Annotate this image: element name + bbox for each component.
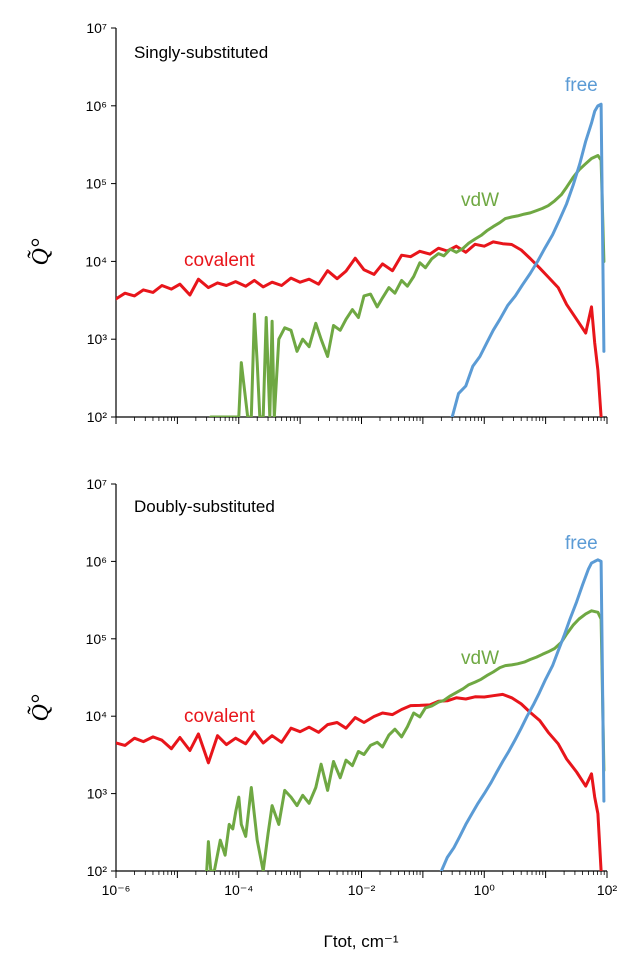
y-tick-label: 10³: [87, 786, 108, 802]
y-tick-label: 10⁷: [86, 476, 107, 492]
series-label-covalent: covalent: [184, 706, 255, 727]
series-label-free: free: [565, 533, 598, 554]
series-line-free: [450, 102, 606, 417]
y-tick-label: 10²: [87, 409, 108, 425]
x-tick-label: 10⁰: [474, 882, 496, 898]
series-label-covalent: covalent: [184, 250, 255, 271]
y-tick-label: 10²: [87, 863, 108, 879]
x-tick-label: 10⁻²: [348, 882, 376, 898]
y-tick-label: 10⁴: [85, 708, 107, 724]
y-tick-label: 10⁷: [86, 20, 107, 36]
series-line-free: [439, 558, 606, 871]
y-axis-label: Q̃°: [27, 238, 54, 265]
y-tick-label: 10⁴: [85, 253, 107, 269]
y-tick-label: 10⁶: [86, 553, 107, 569]
y-tick-label: 10⁶: [86, 98, 107, 114]
series-label-vdw: vdW: [461, 648, 499, 669]
series-line-covalent: [116, 692, 603, 871]
series-label-vdw: vdW: [461, 190, 499, 211]
x-axis-label: Γtot, cm⁻¹: [323, 932, 398, 951]
series-line-vdw: [209, 154, 606, 417]
series-label-free: free: [565, 75, 598, 96]
panel-singly-substituted: 10² 10³ 10⁴ 10⁵ 10⁶ 10⁷ Singly-substituted co…: [27, 20, 608, 425]
panel-title: Doubly-substituted: [134, 497, 275, 516]
series-line-covalent: [116, 240, 603, 417]
y-axis-label: Q̃°: [27, 694, 54, 721]
panel-title: Singly-substituted: [134, 43, 268, 62]
x-tick-label: 10⁻⁴: [224, 882, 253, 898]
y-tick-label: 10⁵: [86, 176, 107, 192]
x-tick-label: 10²: [597, 882, 618, 898]
series-line-vdw: [205, 609, 606, 871]
x-tick-label: 10⁻⁶: [102, 882, 131, 898]
panel-doubly-substituted: 10² 10³ 10⁴ 10⁵ 10⁶ 10⁷ 10⁻⁶ 10⁻⁴ 10⁻² 10⁰ 10² Dou…: [27, 476, 618, 898]
y-tick-label: 10⁵: [86, 631, 107, 647]
y-tick-label: 10³: [87, 331, 108, 347]
